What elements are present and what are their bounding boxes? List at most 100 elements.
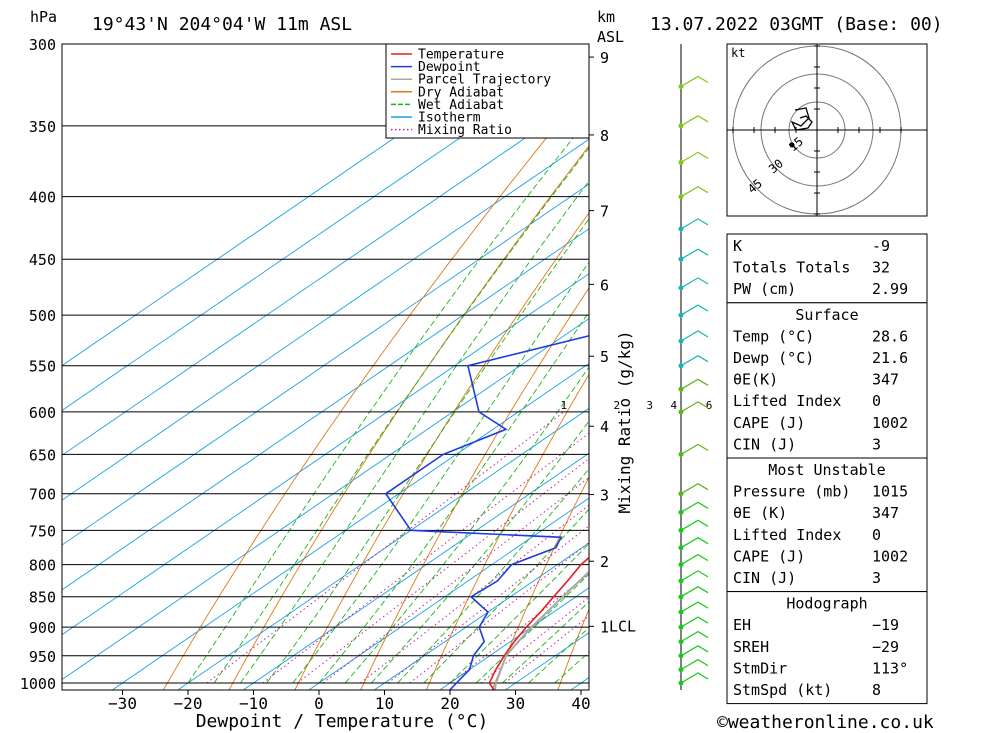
legend-label: Dewpoint (418, 60, 481, 75)
mixing-ratio-line (504, 615, 589, 684)
km-tick-label: 1 (600, 618, 609, 636)
datetime-title: 13.07.2022 03GMT (Base: 00) (650, 14, 943, 35)
km-tick-label: 6 (600, 276, 609, 294)
general-indices-row-label: K (733, 237, 742, 255)
wet-adiabat-line (213, 147, 589, 684)
dry-adiabat-line (228, 145, 589, 690)
mixing-ratio-tick-label: 1 (561, 399, 568, 412)
wind-barb (680, 519, 709, 531)
wind-barb-dot (678, 639, 684, 645)
km-tick-label: 2 (600, 553, 609, 571)
km-tick-label: 5 (600, 348, 609, 366)
km-label: km (597, 8, 615, 26)
wet-adiabat-line (292, 261, 589, 684)
wind-barb (680, 151, 709, 163)
km-tick-label: 3 (600, 487, 609, 505)
pressure-tick-label: 950 (29, 648, 56, 666)
wind-barb (680, 115, 709, 127)
surface-indices-title: Surface (795, 306, 858, 324)
temperature-axis-labels: −30 −20 −10 0 10 20 30 40 (108, 690, 591, 713)
general-indices-row-label: PW (cm) (733, 280, 796, 298)
hodograph-indices-box (726, 591, 928, 705)
temperature-tick-label: 0 (314, 694, 324, 713)
x-axis-title: Dewpoint / Temperature (°C) (196, 711, 489, 732)
series-line-parcel-trajectory (493, 570, 589, 690)
surface-indices-row-value: 21.6 (872, 349, 908, 367)
wind-barb-dot (678, 509, 684, 515)
wind-barb (680, 443, 709, 455)
hodograph-indices-row-label: EH (733, 616, 751, 634)
wet-adiabat-line (397, 468, 589, 684)
wind-barb-dot (678, 363, 684, 369)
surface-indices-row-value: 0 (872, 392, 881, 410)
wind-barb-dot (678, 123, 684, 129)
wind-barb (680, 501, 709, 513)
wind-barb (680, 330, 709, 342)
sounding-series (384, 334, 589, 690)
wet-adiabat-line (187, 117, 589, 684)
wet-adiabat-line (423, 508, 589, 684)
wind-barb (680, 586, 709, 598)
mixing-ratio-line (409, 541, 589, 684)
surface-indices-row-label: Dewp (°C) (733, 349, 814, 367)
wind-barb (680, 658, 709, 671)
wind-barb-dot (678, 312, 684, 318)
general-indices-row-value: 32 (872, 259, 890, 277)
dry-adiabat-line (162, 84, 589, 690)
wind-barb (680, 304, 709, 316)
pressure-tick-label: 500 (29, 307, 56, 325)
wind-barb (680, 355, 709, 367)
background-lines (62, 26, 1000, 699)
mixing-ratio-line (387, 525, 589, 684)
temperature-tick-label: 20 (440, 694, 459, 713)
temperature-tick-label: 40 (571, 694, 590, 713)
isotherm-line (307, 497, 589, 690)
mixing-ratio-line (480, 596, 589, 684)
isotherm-line (62, 273, 589, 636)
legend-label: Isotherm (418, 111, 481, 126)
mixing-ratio-line (450, 573, 589, 684)
dry-adiabat-line (425, 373, 589, 690)
pressure-tick-label: 450 (29, 251, 56, 269)
pressure-axis-labels: 300 350 400 450 500 550 600 650 700 750 800 850 900 9… (20, 36, 56, 693)
wind-barb-dot (678, 545, 684, 551)
legend-label: Wet Adiabat (418, 98, 504, 113)
hodograph-indices-row-value: 8 (872, 681, 881, 699)
pressure-tick-label: 900 (29, 619, 56, 637)
isotherm-line (62, 138, 589, 501)
km-axis: 1 2 3 4 5 6 7 8 9 LCL (589, 49, 636, 636)
hodograph-indices-row-label: StmSpd (kt) (733, 681, 832, 699)
temperature-tick-label: −20 (174, 694, 203, 713)
isotherm-line (242, 452, 589, 690)
legend-label: Dry Adiabat (418, 85, 504, 100)
surface-indices-row-value: 28.6 (872, 327, 908, 345)
dry-adiabat-line (557, 607, 589, 690)
wind-barb-dot (678, 527, 684, 533)
legend-label: Mixing Ratio (418, 123, 512, 138)
most-unstable-indices-row-value: 0 (872, 526, 881, 544)
dry-adiabat-line (951, 26, 1000, 699)
wind-barb (680, 537, 709, 549)
surface-indices-row-label: CIN (J) (733, 435, 796, 453)
most-unstable-indices-row-value: 3 (872, 569, 881, 587)
wet-adiabat-line (449, 543, 589, 684)
mixing-ratio-line (360, 504, 589, 684)
wind-barb (680, 218, 709, 230)
legend-box (385, 43, 590, 139)
pressure-unit-label: hPa (30, 8, 57, 26)
wind-barb (680, 248, 709, 260)
wind-barb (680, 645, 709, 657)
most-unstable-indices-row-label: Lifted Index (733, 526, 841, 544)
pressure-tick-label: 700 (29, 486, 56, 504)
temperature-tick-label: −30 (108, 694, 137, 713)
mixing-ratio-line (322, 476, 589, 684)
most-unstable-indices-title: Most Unstable (768, 461, 885, 479)
wind-barb (680, 601, 709, 613)
isotherm-line (62, 318, 589, 681)
isotherm-line (62, 228, 589, 591)
temperature-tick-label: −10 (239, 694, 268, 713)
pressure-tick-label: 650 (29, 446, 56, 464)
asl-label: ASL (597, 28, 624, 46)
